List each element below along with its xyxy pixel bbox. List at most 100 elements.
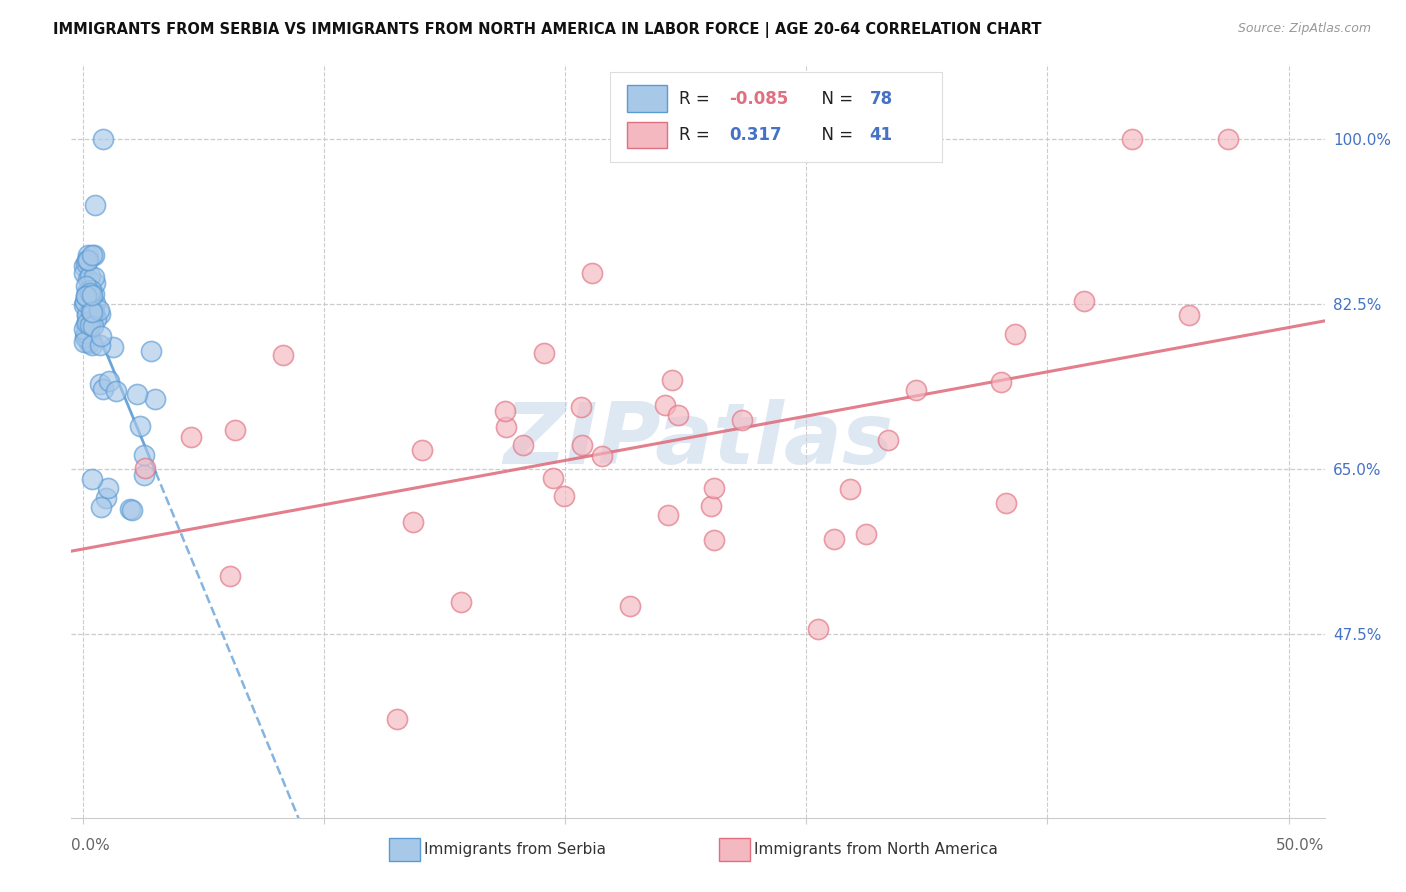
Point	[77, 287, 100, 301]
Text: R =: R =	[679, 89, 716, 108]
Point	[76, 252, 98, 267]
Point	[495, 419, 517, 434]
Point	[591, 450, 613, 464]
Text: N =: N =	[811, 126, 858, 145]
Point	[877, 433, 900, 447]
Point	[402, 515, 425, 529]
Point	[97, 375, 120, 389]
Point	[121, 503, 143, 517]
Point	[79, 286, 101, 301]
Point	[89, 376, 111, 391]
Text: 50.0%: 50.0%	[1277, 838, 1324, 853]
Text: 41: 41	[870, 126, 893, 145]
Point	[76, 308, 98, 322]
Point	[76, 288, 98, 302]
Point	[411, 442, 433, 457]
Point	[224, 424, 246, 438]
Point	[83, 286, 105, 301]
Text: 0.317: 0.317	[730, 126, 782, 145]
Point	[654, 398, 676, 412]
Point	[512, 438, 534, 452]
Point	[79, 318, 101, 333]
Point	[543, 471, 565, 485]
Point	[90, 329, 112, 343]
Point	[139, 343, 162, 358]
Text: IMMIGRANTS FROM SERBIA VS IMMIGRANTS FROM NORTH AMERICA IN LABOR FORCE | AGE 20-: IMMIGRANTS FROM SERBIA VS IMMIGRANTS FRO…	[53, 22, 1042, 38]
Point	[823, 533, 845, 547]
Point	[101, 340, 124, 354]
Point	[80, 303, 103, 318]
Point	[77, 272, 100, 286]
Point	[839, 483, 862, 497]
Text: N =: N =	[811, 89, 858, 108]
Point	[1178, 308, 1201, 322]
Point	[76, 308, 98, 322]
Text: Immigrants from North America: Immigrants from North America	[754, 842, 998, 856]
Point	[97, 481, 120, 495]
Point	[807, 623, 830, 637]
Point	[75, 279, 97, 293]
Point	[134, 468, 156, 483]
Text: ZIPatlas: ZIPatlas	[503, 400, 893, 483]
Point	[80, 334, 103, 349]
Text: Source: ZipAtlas.com: Source: ZipAtlas.com	[1237, 22, 1371, 36]
Point	[77, 292, 100, 306]
Point	[75, 289, 97, 303]
Text: Immigrants from Serbia: Immigrants from Serbia	[423, 842, 606, 856]
Point	[79, 336, 101, 351]
Point	[79, 285, 101, 300]
Text: R =: R =	[679, 126, 716, 145]
Point	[77, 247, 100, 261]
Point	[661, 373, 683, 387]
Point	[84, 311, 107, 326]
Point	[77, 252, 100, 267]
Point	[77, 319, 100, 334]
FancyBboxPatch shape	[627, 122, 666, 148]
Point	[75, 326, 97, 340]
Point	[73, 295, 96, 310]
Point	[581, 266, 603, 280]
Point	[79, 312, 101, 326]
Point	[77, 334, 100, 348]
Point	[73, 322, 96, 336]
Point	[1218, 132, 1240, 146]
Point	[83, 277, 105, 291]
Point	[76, 329, 98, 343]
Point	[75, 317, 97, 331]
Point	[76, 285, 98, 299]
Point	[73, 260, 96, 274]
Point	[79, 268, 101, 283]
Point	[125, 387, 148, 401]
Point	[180, 430, 202, 444]
Point	[666, 408, 689, 422]
Point	[91, 383, 114, 397]
Point	[129, 419, 152, 434]
Point	[569, 401, 592, 415]
Point	[83, 248, 105, 262]
Point	[553, 490, 575, 504]
Point	[703, 481, 725, 495]
Point	[79, 293, 101, 307]
Point	[134, 460, 156, 475]
Point	[76, 325, 98, 339]
Point	[1121, 132, 1143, 146]
Point	[82, 319, 104, 334]
Text: 0.0%: 0.0%	[72, 838, 110, 853]
Point	[571, 438, 593, 452]
Point	[104, 384, 127, 399]
Point	[73, 335, 96, 350]
Point	[703, 533, 725, 547]
Point	[77, 323, 100, 337]
Point	[855, 526, 877, 541]
Point	[219, 569, 242, 583]
Point	[77, 334, 100, 348]
Point	[533, 345, 555, 359]
Text: 78: 78	[870, 89, 893, 108]
Point	[90, 500, 112, 514]
Point	[77, 291, 100, 305]
Point	[75, 256, 97, 270]
Point	[619, 599, 641, 613]
Point	[385, 712, 408, 726]
Point	[75, 329, 97, 343]
Point	[80, 284, 103, 298]
